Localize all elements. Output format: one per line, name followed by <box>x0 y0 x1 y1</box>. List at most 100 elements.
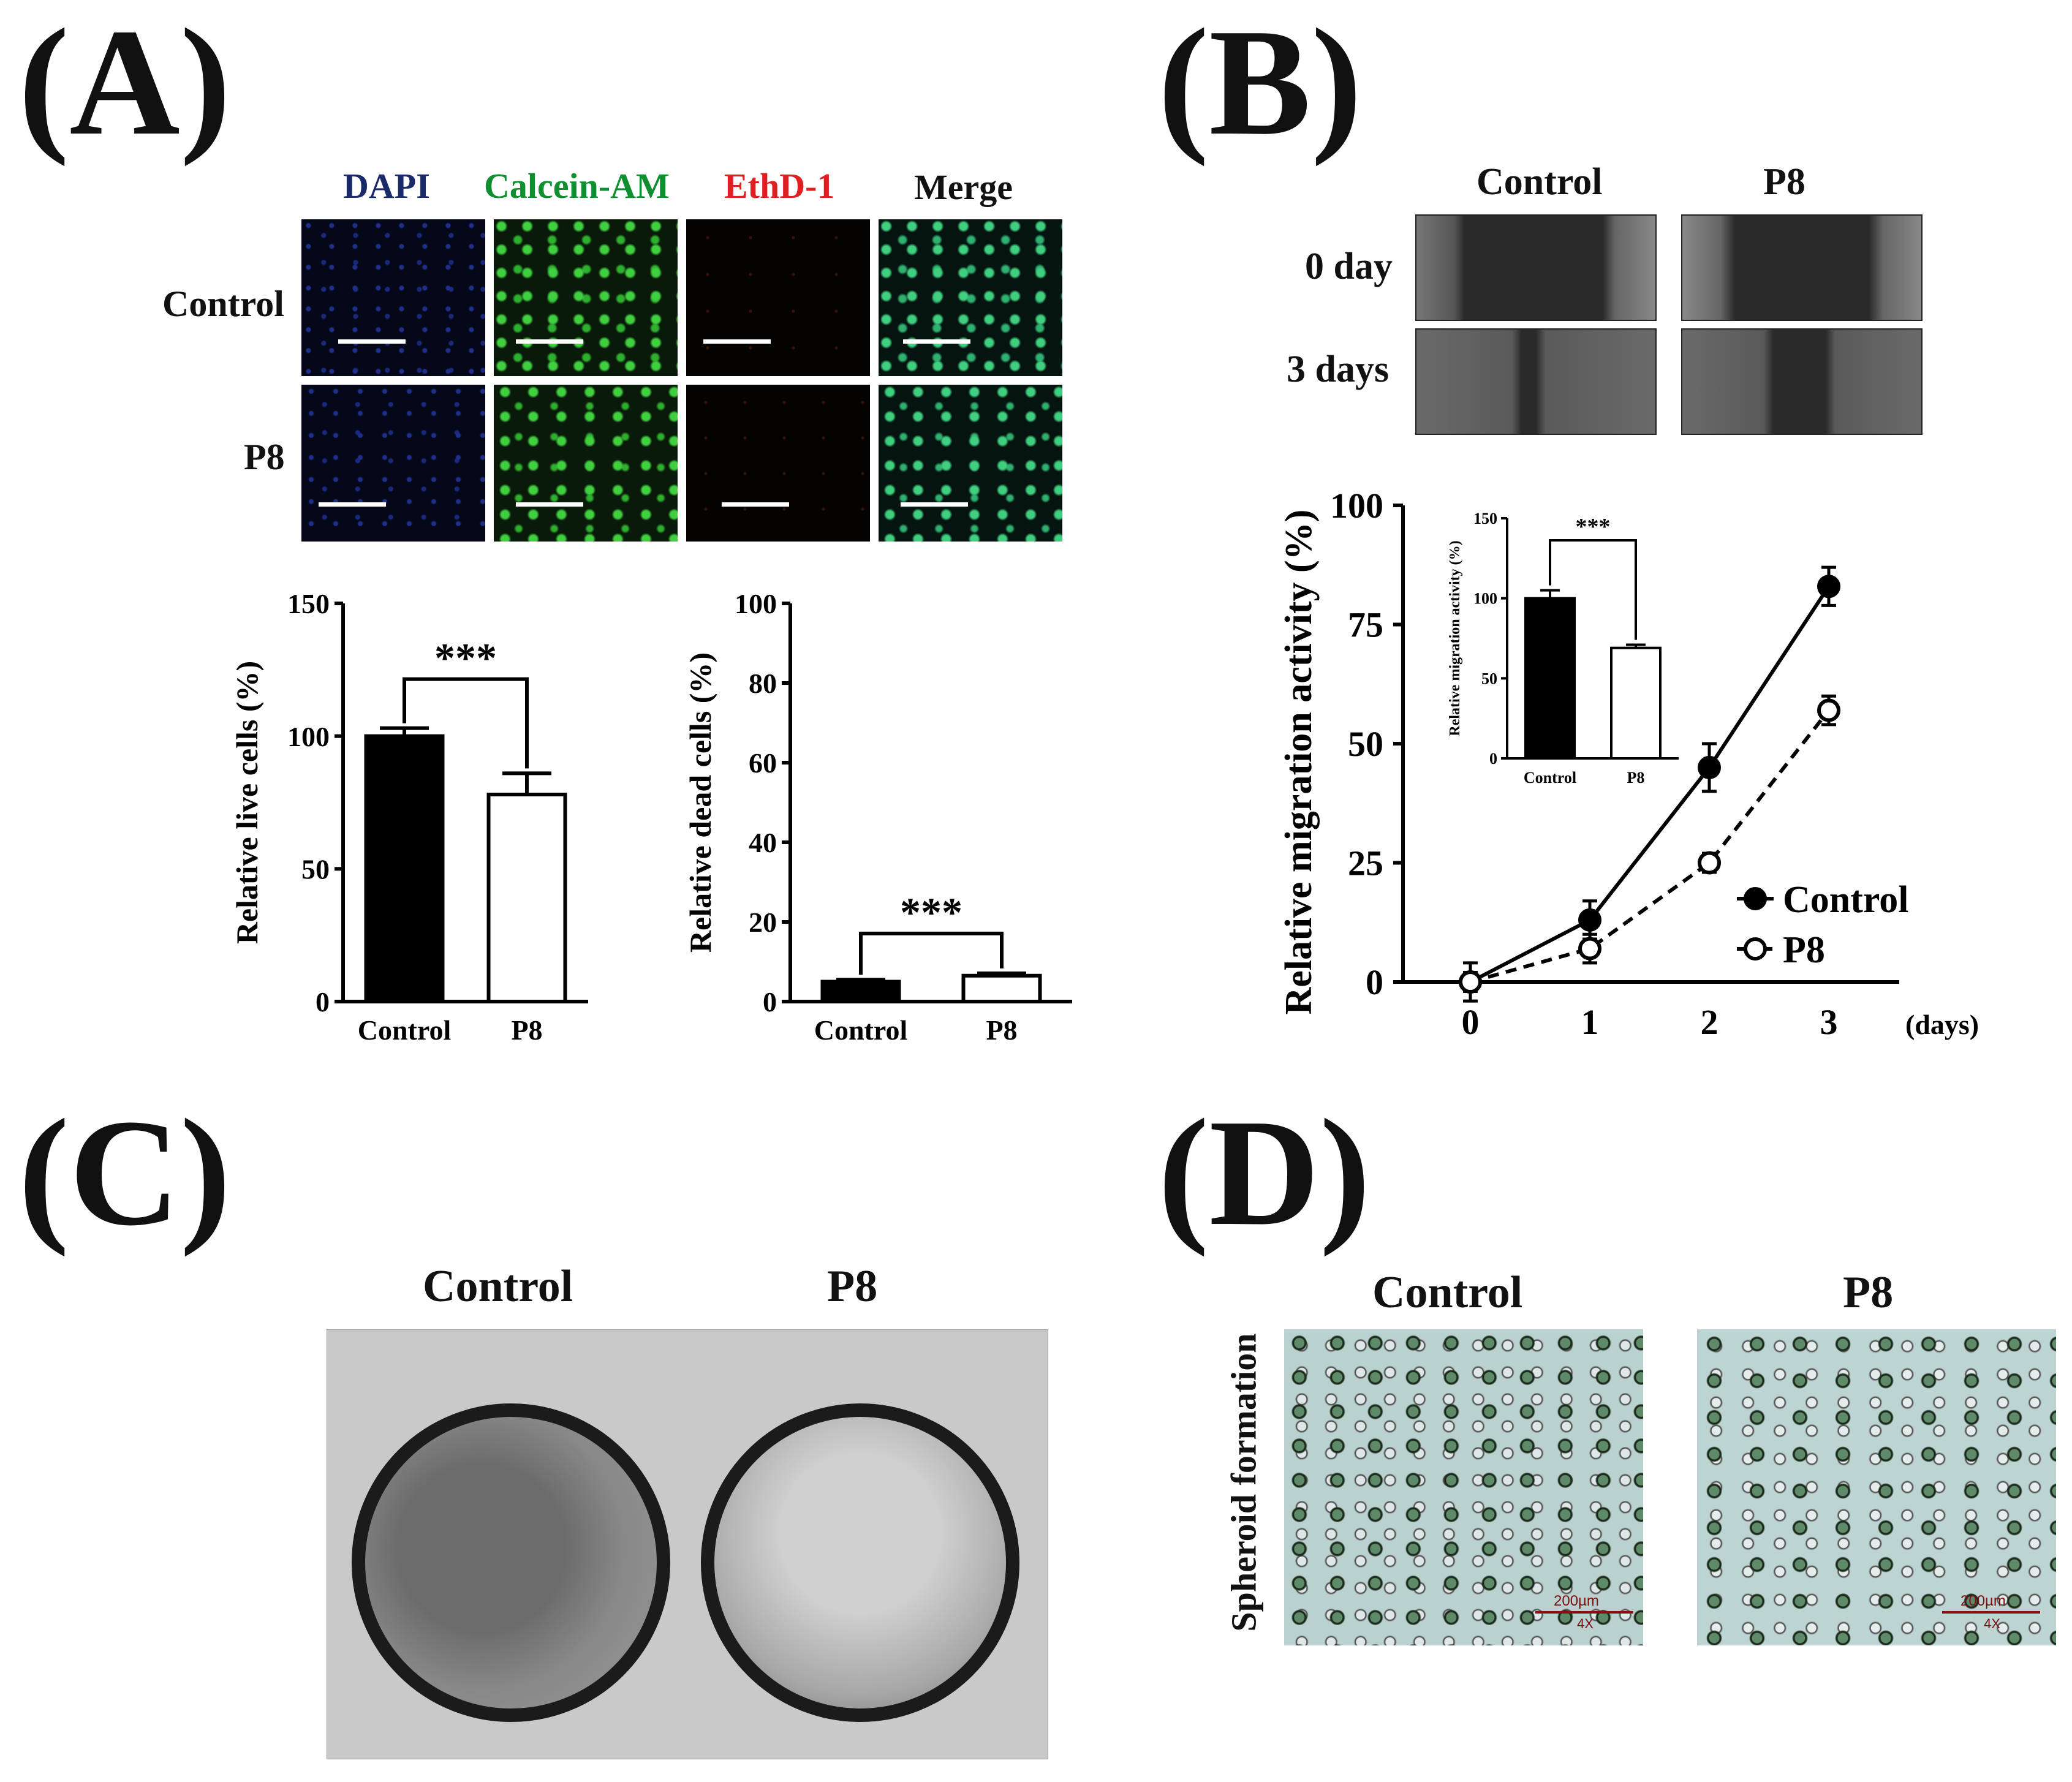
chart-live-cells: 0 50 100 150 Control P8 *** Relative live cells… <box>230 588 588 1046</box>
x-tick-label: 0 <box>1462 1002 1480 1042</box>
inset-bar-control <box>1524 597 1576 760</box>
y-tick-label: 100 <box>735 588 777 619</box>
scratch-control-0day <box>1415 214 1657 321</box>
well-p8 <box>701 1403 1019 1722</box>
y-tick-label: 100 <box>287 721 330 752</box>
scratch-control-3days <box>1415 328 1657 435</box>
inset-significance-bracket <box>1549 539 1637 640</box>
wells-col-p8: P8 <box>827 1261 878 1312</box>
micro-merge-p8 <box>879 385 1062 542</box>
significance-bracket <box>403 677 529 769</box>
magnification-text: 4X <box>1577 1616 1594 1631</box>
significance-marker: *** <box>900 889 962 935</box>
y-tick-label: 0 <box>316 986 330 1017</box>
micro-ethd1-p8 <box>686 385 870 542</box>
y-tick-label: 20 <box>749 907 777 938</box>
chart-dead-cells: 0 20 40 60 80 100 Control P8 *** Relative dead ce… <box>683 588 1072 1046</box>
scratch-p8-0day <box>1681 214 1923 321</box>
y-tick-label: 60 <box>749 747 777 779</box>
inset-y-tick-label: 150 <box>1473 510 1497 527</box>
bar-p8 <box>961 973 1042 1003</box>
bar-p8 <box>486 793 567 1003</box>
scale-bar <box>722 502 789 507</box>
y-axis-label: Relative migration activity (%) <box>1278 510 1320 1015</box>
scratch-col-control: Control <box>1476 161 1603 203</box>
wells-col-control: Control <box>423 1261 573 1312</box>
inset-x-tick-label: Control <box>1524 769 1576 787</box>
spheroid-col-control: Control <box>1372 1267 1523 1318</box>
x-tick-label: P8 <box>986 1014 1017 1046</box>
x-tick-label: P8 <box>511 1014 542 1046</box>
scratch-col-p8: P8 <box>1763 161 1805 203</box>
x-tick-label: 3 <box>1820 1002 1838 1042</box>
x-tick-label: 1 <box>1581 1002 1599 1042</box>
data-point-p8 <box>1459 970 1482 994</box>
scale-bar <box>1942 1611 2040 1614</box>
legend-label: P8 <box>1783 929 1825 971</box>
legend-marker <box>1744 937 1767 961</box>
scale-text: 200µm <box>1960 1593 2006 1609</box>
chart-migration: 0 25 50 75 100 0 1 2 3 (days) Relative migration a… <box>1278 486 1979 1042</box>
y-tick-label: 25 <box>1348 844 1383 883</box>
micro-ethd1-control <box>686 219 870 376</box>
stain-label-calcein: Calcein-AM <box>484 166 670 206</box>
y-tick-label: 80 <box>749 668 777 699</box>
y-axis-label: Relative live cells (%) <box>230 661 264 944</box>
scale-bar <box>703 339 771 344</box>
spheroid-control-image: 200µm 4X <box>1284 1329 1643 1645</box>
y-tick-label: 50 <box>1348 724 1383 764</box>
bar-control <box>364 734 445 1003</box>
data-point-control <box>1817 575 1840 598</box>
y-tick-label: 40 <box>749 827 777 858</box>
inset-y-tick-label: 50 <box>1481 670 1497 687</box>
scale-bar <box>903 339 970 344</box>
micro-calcein-control <box>494 219 678 376</box>
legend-marker <box>1744 887 1767 910</box>
stain-label-merge: Merge <box>914 167 1013 207</box>
data-point-p8 <box>1698 851 1721 875</box>
scale-bar <box>319 502 386 507</box>
inset-x-tick-label: P8 <box>1627 769 1645 787</box>
row-label-p8: P8 <box>244 437 285 477</box>
x-tick-label: 2 <box>1701 1002 1718 1042</box>
x-tick-label: Control <box>814 1014 908 1046</box>
inset-y-tick-label: 0 <box>1489 750 1497 768</box>
x-tick-label: Control <box>358 1014 452 1046</box>
scale-bar <box>1535 1611 1633 1614</box>
y-tick-label: 0 <box>1366 962 1383 1002</box>
bar-control <box>820 980 901 1003</box>
inset-y-axis-label: Relative migration activity (%) <box>1447 540 1463 736</box>
micro-calcein-p8 <box>494 385 678 542</box>
scale-bar <box>901 502 968 507</box>
y-tick-label: 0 <box>763 986 777 1017</box>
scale-bar <box>338 339 406 344</box>
wells-photo <box>327 1329 1048 1759</box>
inset-bar-p8 <box>1610 646 1662 760</box>
panel-label-b: (B) <box>1158 0 1363 167</box>
row-label-control: Control <box>162 284 284 324</box>
magnification-text: 4X <box>1984 1616 2000 1631</box>
data-point-control <box>1698 755 1721 779</box>
micro-dapi-p8 <box>301 385 485 542</box>
well-control <box>352 1403 670 1722</box>
significance-bracket <box>859 931 1004 975</box>
legend-label: Control <box>1783 879 1909 921</box>
y-tick-label: 75 <box>1348 605 1383 645</box>
y-axis-label: Relative dead cells (%) <box>683 652 717 953</box>
panel-label-a: (A) <box>18 0 232 167</box>
stain-label-dapi: DAPI <box>343 166 430 206</box>
y-tick-label: 50 <box>301 853 330 885</box>
data-point-control <box>1578 908 1601 932</box>
y-tick-label: 100 <box>1330 486 1383 526</box>
micro-merge-control <box>879 219 1062 376</box>
spheroid-p8-image: 200µm 4X <box>1697 1329 2056 1645</box>
data-point-p8 <box>1578 937 1601 961</box>
panel-label-c: (C) <box>18 1088 232 1258</box>
scratch-row-3days: 3 days <box>1287 349 1390 390</box>
micro-dapi-control <box>301 219 485 376</box>
scratch-row-0day: 0 day <box>1305 246 1393 287</box>
scale-bar <box>516 502 583 507</box>
series-line-p8 <box>1470 709 1831 984</box>
scale-bar <box>516 339 583 344</box>
stain-label-ethd1: EthD-1 <box>724 166 835 206</box>
